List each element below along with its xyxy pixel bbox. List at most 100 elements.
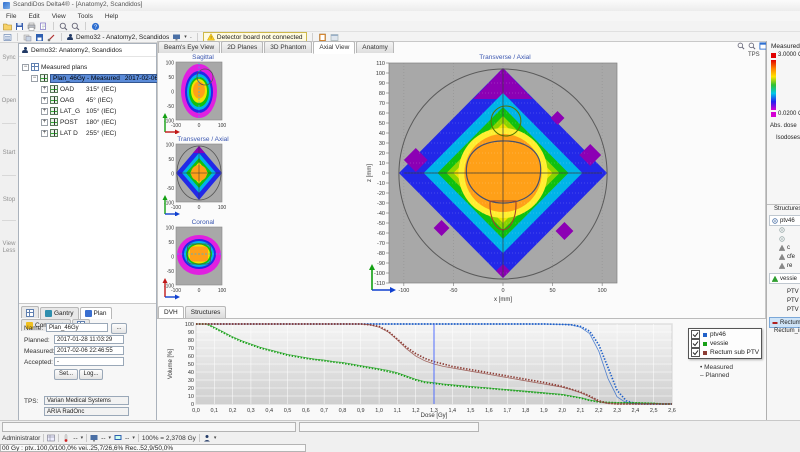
legend-checkbox[interactable]: [691, 339, 700, 348]
tree-beam-row[interactable]: + OAD 315° (IEC): [41, 84, 116, 94]
view-tab-beam-s-eye-view[interactable]: Beam's Eye View: [158, 41, 221, 53]
rail-sync-button[interactable]: Sync: [2, 55, 16, 61]
tool-icon[interactable]: [47, 33, 56, 42]
monitor-icon[interactable]: [172, 33, 181, 42]
save-session-icon[interactable]: [35, 33, 44, 42]
session-label[interactable]: Demo32 - Anatomy2, Scandidos: [76, 33, 170, 41]
tab-plan[interactable]: Plan: [79, 306, 112, 319]
tree-beam-row[interactable]: + POST 180° (IEC): [41, 117, 116, 127]
dvh-chart[interactable]: 0 10 20 30 40 50 60 70 80 90 100 0,0 0,1 0,2 0,3 0,4 0,5…: [160, 318, 780, 419]
structure-ptv-row[interactable]: PTV: [787, 307, 799, 313]
structure-row[interactable]: Rectum sub: [769, 317, 800, 328]
menu-tools[interactable]: Tools: [77, 12, 93, 20]
window-icon[interactable]: [330, 33, 339, 42]
monitor-icon[interactable]: [90, 434, 98, 442]
menu-help[interactable]: Help: [104, 12, 119, 20]
session-dropdown-caret[interactable]: ▾: [184, 34, 187, 40]
legend-checkbox[interactable]: [691, 330, 700, 339]
menu-view[interactable]: View: [51, 12, 66, 20]
transverse-mini-view[interactable]: 100 50 0 -50 -100-100 0 100: [159, 142, 249, 216]
tree-beam-row[interactable]: + LAT_G 105° (IEC): [41, 106, 116, 116]
dropdown-caret[interactable]: ▾: [132, 435, 135, 441]
tree-root-row[interactable]: − Measured plans: [22, 62, 87, 72]
rail-open-button[interactable]: Open: [1, 98, 17, 104]
structure-sub-row[interactable]: c: [779, 245, 790, 251]
zoom-out-icon[interactable]: [748, 42, 756, 50]
dropdown-caret[interactable]: ▾: [213, 435, 217, 441]
sync-icon[interactable]: [23, 33, 32, 42]
dropdown-caret[interactable]: ▾: [80, 435, 84, 441]
tab-gantry[interactable]: Gantry: [40, 306, 79, 319]
dvh-tab-dvh[interactable]: DVH: [158, 306, 184, 318]
coronal-view[interactable]: 100 50 0 -50 -100-100 0 100: [159, 225, 249, 301]
menu-edit[interactable]: Edit: [28, 12, 40, 20]
expand-icon[interactable]: +: [41, 85, 48, 93]
view-tab-2d-planes[interactable]: 2D Planes: [221, 41, 264, 53]
expand-icon[interactable]: +: [41, 107, 48, 115]
structure-ptv-row[interactable]: PTV: [787, 289, 799, 295]
view-tab-anatomy[interactable]: Anatomy: [356, 41, 394, 53]
table-icon[interactable]: [47, 434, 56, 442]
tree-root-label: Measured plans: [41, 63, 88, 71]
tree-beam-row[interactable]: + LAT D 255° (IEC): [41, 128, 116, 138]
structure-ptv-row[interactable]: PTV: [787, 298, 799, 304]
expand-icon[interactable]: +: [41, 129, 48, 137]
status-dropdown-value[interactable]: --: [73, 434, 78, 442]
svg-text:1,9: 1,9: [540, 408, 548, 414]
menu-file[interactable]: File: [6, 12, 17, 20]
browse-button[interactable]: ...: [111, 323, 127, 334]
plan-name-input[interactable]: Plan_46Gy: [46, 323, 108, 332]
dropdown-caret[interactable]: ▾: [108, 435, 112, 441]
patient-icon: [22, 46, 28, 54]
expand-icon[interactable]: +: [41, 96, 48, 104]
structure-sub-row[interactable]: cfe: [779, 254, 795, 260]
expand-icon[interactable]: +: [41, 118, 48, 126]
svg-text:2,5: 2,5: [650, 408, 658, 414]
structure-sub-row[interactable]: [779, 236, 787, 242]
legend-checkbox[interactable]: [691, 348, 700, 357]
list-icon[interactable]: [3, 33, 12, 42]
axial-orientation-axes: [369, 264, 396, 293]
structure-row[interactable]: ptv46: [769, 215, 800, 226]
copy-icon[interactable]: [39, 22, 48, 31]
svg-text:30: 30: [188, 378, 194, 384]
svg-text:0: 0: [171, 90, 174, 96]
rail-stop-button[interactable]: Stop: [2, 197, 16, 203]
status-dropdown-value[interactable]: --: [101, 434, 106, 442]
view-tab-3d-phantom[interactable]: 3D Phantom: [264, 41, 313, 53]
structure-sub-row[interactable]: [779, 227, 787, 233]
open-folder-icon[interactable]: [3, 22, 12, 31]
window-title: ScandiDos Delta4® - [Anatomy2, Scandidos…: [13, 1, 143, 8]
tab-label: Plan: [93, 309, 107, 317]
rail-view-less-button[interactable]: View Less: [2, 241, 16, 254]
help-icon[interactable]: ?: [91, 22, 100, 31]
rail-start-button[interactable]: Start: [2, 150, 16, 156]
log-button[interactable]: Log...: [79, 369, 103, 380]
axial-dose-view[interactable]: -110-100-90-80-70-60-50-40-30-20-1001020…: [362, 58, 634, 304]
tree-beam-row[interactable]: + OAG 45° (IEC): [41, 95, 113, 105]
dvh-tab-structures[interactable]: Structures: [184, 306, 227, 318]
save-icon[interactable]: [15, 22, 24, 31]
view-tab-axial-view[interactable]: Axial View: [313, 41, 356, 54]
zoom-in-icon[interactable]: [59, 22, 68, 31]
isodoses-label[interactable]: Isodoses: [776, 135, 800, 141]
thermometer-icon[interactable]: [62, 434, 70, 442]
collapse-icon[interactable]: −: [31, 74, 38, 82]
structure-row[interactable]: Rectum_int: [774, 328, 800, 334]
svg-text:1,3: 1,3: [430, 408, 438, 414]
zoom-out-icon[interactable]: [71, 22, 80, 31]
abs-dose-label[interactable]: Abs. dose: [770, 123, 797, 129]
structure-sub-row[interactable]: re: [779, 263, 792, 269]
person-icon[interactable]: [203, 434, 211, 442]
detector-tab[interactable]: [21, 306, 39, 318]
set-button[interactable]: Set...: [54, 369, 78, 380]
notebook-icon[interactable]: [318, 33, 327, 42]
zoom-in-icon[interactable]: [737, 42, 745, 50]
collapse-icon[interactable]: −: [22, 63, 29, 71]
sagittal-view[interactable]: 100 50 0 -50 -100-100 0 100: [159, 60, 249, 134]
tree-plan-row[interactable]: − Plan_46Gy - Measured 2017-02-06 22:46: [31, 73, 180, 83]
status-dropdown-value[interactable]: --: [125, 434, 130, 442]
print-icon[interactable]: [27, 22, 36, 31]
display-icon[interactable]: [114, 434, 122, 442]
structure-row[interactable]: vessie: [769, 273, 800, 284]
